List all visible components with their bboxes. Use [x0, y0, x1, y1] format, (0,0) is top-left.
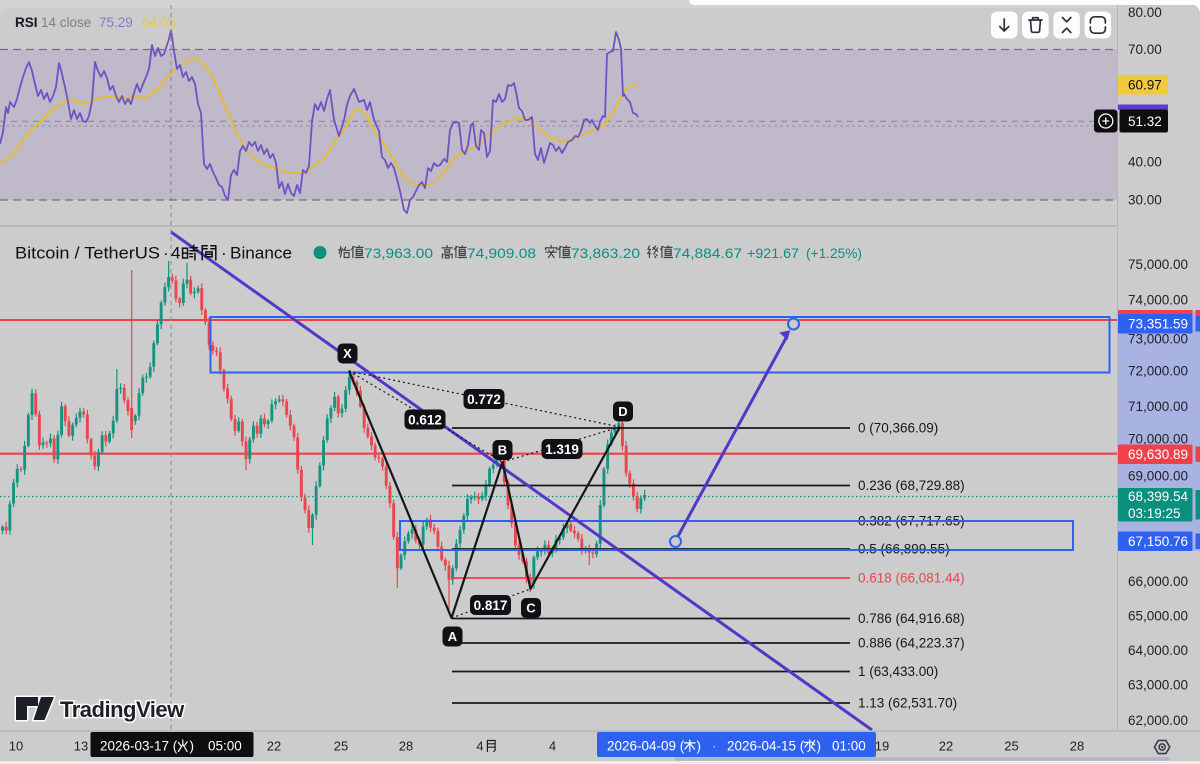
svg-text:1 (63,433.00): 1 (63,433.00) [858, 664, 938, 679]
svg-text:D: D [618, 404, 627, 419]
svg-text:·: · [163, 244, 169, 263]
svg-text:74,884.67: 74,884.67 [673, 245, 742, 261]
svg-text:13: 13 [74, 739, 88, 754]
svg-text:1.319: 1.319 [545, 442, 579, 457]
svg-text:0.772: 0.772 [467, 392, 501, 407]
svg-text:2026-03-17 (: 2026-03-17 ( [100, 739, 178, 754]
svg-text:4: 4 [171, 244, 180, 263]
svg-text:2026-04-09 (: 2026-04-09 ( [607, 739, 685, 754]
svg-text:73,351.59: 73,351.59 [1128, 316, 1188, 331]
svg-text:30.00: 30.00 [1128, 193, 1162, 208]
svg-text:2026-04-15 (: 2026-04-15 ( [727, 739, 805, 754]
svg-text:70,000.00: 70,000.00 [1128, 432, 1188, 447]
svg-text:): ) [817, 739, 822, 754]
svg-text:28: 28 [1070, 739, 1084, 754]
svg-text:51.32: 51.32 [1128, 114, 1162, 129]
svg-text:72,000.00: 72,000.00 [1128, 364, 1188, 379]
svg-text:22: 22 [267, 739, 281, 754]
svg-text:·: · [221, 244, 227, 263]
svg-text:B: B [498, 443, 507, 458]
svg-text:1.13 (62,531.70): 1.13 (62,531.70) [858, 696, 957, 711]
svg-text:73,963.00: 73,963.00 [364, 245, 433, 261]
svg-text:68,399.54: 68,399.54 [1128, 489, 1189, 504]
svg-text:0.817: 0.817 [474, 598, 508, 613]
svg-text:01:00: 01:00 [832, 739, 866, 754]
svg-text:0.236 (68,729.88): 0.236 (68,729.88) [858, 478, 965, 493]
svg-text:): ) [697, 739, 702, 754]
svg-text:60.97: 60.97 [1128, 77, 1162, 92]
svg-text:+921.67: +921.67 [747, 245, 799, 261]
svg-text:10: 10 [9, 739, 23, 754]
svg-text:25: 25 [1004, 739, 1018, 754]
svg-text:73,000.00: 73,000.00 [1128, 332, 1188, 347]
svg-text:62,000.00: 62,000.00 [1128, 713, 1188, 728]
svg-text:40.00: 40.00 [1128, 155, 1162, 170]
svg-text:A: A [448, 629, 458, 644]
svg-text:25: 25 [334, 739, 348, 754]
svg-text:0.618 (66,081.44): 0.618 (66,081.44) [858, 571, 965, 586]
svg-text:73,863.20: 73,863.20 [571, 245, 640, 261]
svg-text:64.05: 64.05 [142, 15, 176, 30]
svg-text:69,000.00: 69,000.00 [1128, 469, 1188, 484]
svg-text:64,000.00: 64,000.00 [1128, 643, 1188, 658]
svg-text:03:19:25: 03:19:25 [1128, 506, 1181, 521]
svg-text:69,630.89: 69,630.89 [1128, 447, 1188, 462]
svg-text:(+1.25%): (+1.25%) [806, 245, 862, 261]
svg-text:): ) [190, 739, 195, 754]
svg-text:0.786 (64,916.68): 0.786 (64,916.68) [858, 611, 965, 626]
svg-text:0.886 (64,223.37): 0.886 (64,223.37) [858, 636, 965, 651]
svg-text:Bitcoin / TetherUS: Bitcoin / TetherUS [15, 244, 160, 263]
svg-text:4: 4 [476, 739, 483, 754]
svg-text:X: X [343, 346, 352, 361]
svg-text:63,000.00: 63,000.00 [1128, 678, 1188, 693]
svg-text:19: 19 [875, 739, 889, 754]
svg-text:67,150.76: 67,150.76 [1128, 534, 1188, 549]
svg-text:75.29: 75.29 [99, 15, 133, 30]
svg-text:22: 22 [939, 739, 953, 754]
svg-text:71,000.00: 71,000.00 [1128, 399, 1188, 414]
svg-text:66,000.00: 66,000.00 [1128, 574, 1188, 589]
svg-text:4: 4 [549, 739, 556, 754]
svg-text:74,909.08: 74,909.08 [467, 245, 536, 261]
svg-text:Binance: Binance [230, 244, 292, 263]
svg-text:74,000.00: 74,000.00 [1128, 293, 1188, 308]
svg-text:70.00: 70.00 [1128, 42, 1162, 57]
svg-text:·: · [712, 739, 717, 754]
svg-text:C: C [526, 601, 536, 616]
svg-text:80.00: 80.00 [1128, 5, 1162, 20]
svg-text:14 close: 14 close [41, 15, 91, 30]
svg-text:RSI: RSI [15, 15, 38, 30]
svg-text:TradingView: TradingView [60, 697, 185, 722]
svg-text:05:00: 05:00 [208, 739, 242, 754]
svg-text:0.612: 0.612 [408, 412, 442, 427]
svg-text:28: 28 [399, 739, 413, 754]
svg-text:75,000.00: 75,000.00 [1128, 257, 1188, 272]
svg-text:65,000.00: 65,000.00 [1128, 609, 1188, 624]
svg-text:0 (70,366.09): 0 (70,366.09) [858, 421, 938, 436]
